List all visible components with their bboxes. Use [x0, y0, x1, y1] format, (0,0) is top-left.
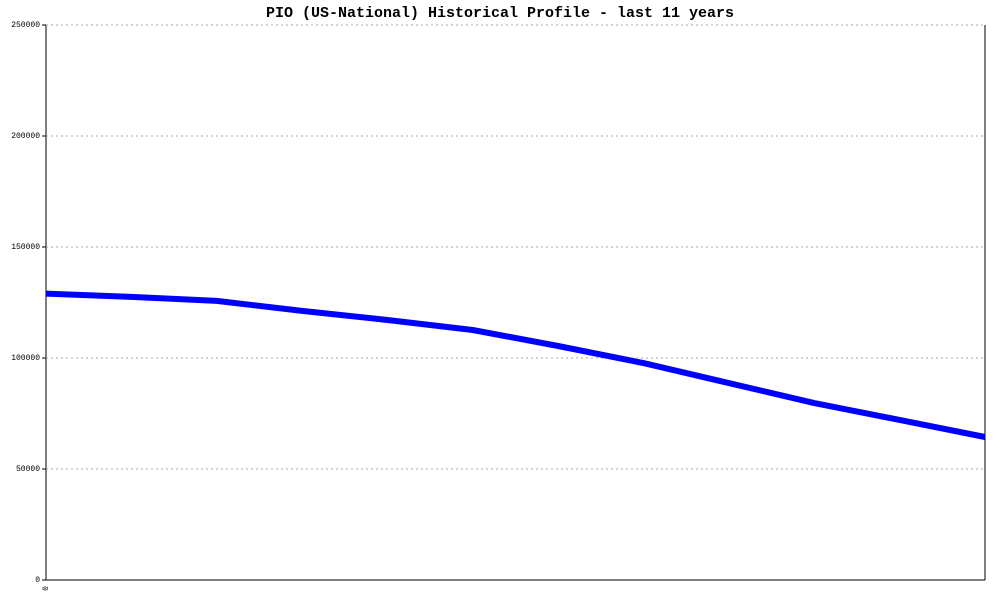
y-tick-label: 200000: [11, 132, 40, 141]
data-line: [45, 290, 986, 440]
chart-title: PIO (US-National) Historical Profile - l…: [266, 5, 734, 22]
x-tick-label: 0: [42, 586, 51, 591]
y-tick-label: 100000: [11, 354, 40, 363]
y-tick-label: 50000: [16, 465, 40, 474]
y-tick-label: 0: [35, 576, 40, 585]
y-tick-label: 250000: [11, 21, 40, 30]
y-tick-label: 150000: [11, 243, 40, 252]
